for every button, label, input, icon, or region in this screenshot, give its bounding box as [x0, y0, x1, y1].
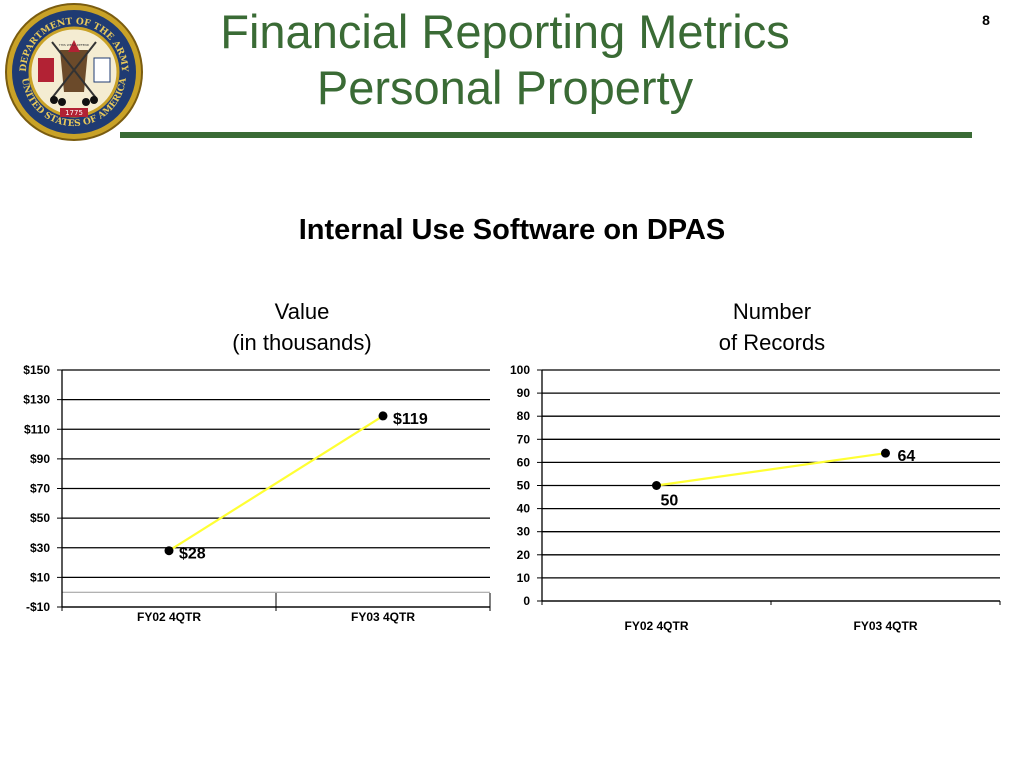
value-xtick-label: FY02 4QTR [137, 610, 201, 624]
title-line-2: Personal Property [316, 61, 694, 114]
records-ytick-label: 30 [517, 525, 531, 539]
value-data-label: $119 [393, 411, 428, 428]
value-ytick-label: $150 [23, 363, 50, 377]
slide-title: Financial Reporting Metrics Personal Pro… [150, 4, 860, 116]
seal-motto: THIS WE'LL DEFEND [58, 43, 90, 47]
value-data-point [164, 546, 174, 556]
value-ytick-label: $130 [23, 393, 50, 407]
records-ytick-label: 20 [517, 548, 531, 562]
records-ytick-label: 40 [517, 502, 531, 516]
records-xtick-label: FY03 4QTR [853, 619, 917, 633]
records-ytick-label: 100 [510, 363, 530, 377]
records-data-label: 64 [898, 448, 916, 465]
value-ytick-label: $50 [30, 511, 50, 525]
seal-year: 1775 [65, 109, 83, 117]
value-ytick-label: $110 [24, 422, 50, 436]
value-ytick-label: $90 [30, 452, 50, 466]
value-ytick-label: $30 [30, 541, 50, 555]
value-chart-heading-line1: Value [274, 299, 330, 324]
value-data-label: $28 [179, 546, 206, 563]
records-ytick-label: 50 [517, 479, 531, 493]
title-line-1: Financial Reporting Metrics [220, 5, 790, 58]
records-ytick-label: 80 [517, 409, 531, 423]
value-ytick-label: -$10 [26, 600, 50, 614]
value-chart-heading: Value (in thousands) [182, 296, 422, 358]
value-data-point [378, 411, 388, 421]
records-ytick-label: 0 [523, 594, 530, 608]
records-data-point [881, 448, 890, 458]
value-ytick-label: $10 [30, 570, 50, 584]
records-ytick-label: 10 [517, 571, 531, 585]
records-chart-heading-line2: of Records [718, 330, 826, 355]
records-data-point [652, 481, 661, 490]
value-ytick-label: $70 [30, 482, 50, 496]
value-chart-heading-line2: (in thousands) [232, 330, 372, 355]
slide-subtitle: Internal Use Software on DPAS [298, 214, 726, 246]
page-number: 8 [982, 12, 990, 28]
value-series-line [168, 414, 384, 552]
value-xtick-label: FY03 4QTR [351, 610, 415, 624]
records-ytick-label: 60 [517, 455, 531, 469]
records-chart-heading: Number of Records [652, 296, 892, 358]
records-chart-heading-line1: Number [732, 299, 812, 324]
records-series-line [656, 452, 886, 487]
title-divider [120, 132, 972, 138]
records-xtick-label: FY02 4QTR [624, 619, 688, 633]
records-data-label: 50 [661, 493, 679, 510]
records-ytick-label: 70 [517, 432, 531, 446]
army-seal-logo: DEPARTMENT OF THE ARMY UNITED STATES OF … [5, 3, 143, 141]
records-ytick-label: 90 [517, 386, 531, 400]
